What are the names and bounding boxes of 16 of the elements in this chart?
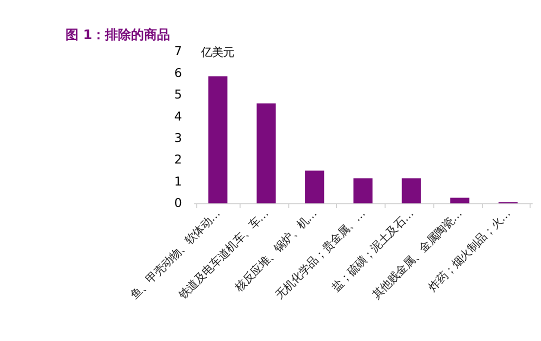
bar <box>256 103 276 204</box>
y-tick-label: 4 <box>174 109 182 124</box>
y-tick-label: 6 <box>174 66 182 80</box>
y-tick-label: 2 <box>174 152 182 167</box>
y-tick-label: 5 <box>174 88 182 102</box>
bar <box>450 198 470 204</box>
bar <box>353 178 373 204</box>
y-tick-label: 0 <box>174 196 182 210</box>
y-tick-label: 3 <box>174 130 182 145</box>
y-tick-label: 7 <box>174 44 182 58</box>
bar <box>208 76 228 204</box>
bar <box>305 170 324 204</box>
y-axis-title: 亿美元 <box>200 46 234 60</box>
chart-title: 图 1：排除的商品 <box>66 27 170 44</box>
y-tick-label: 1 <box>174 174 182 188</box>
bar <box>402 178 421 204</box>
